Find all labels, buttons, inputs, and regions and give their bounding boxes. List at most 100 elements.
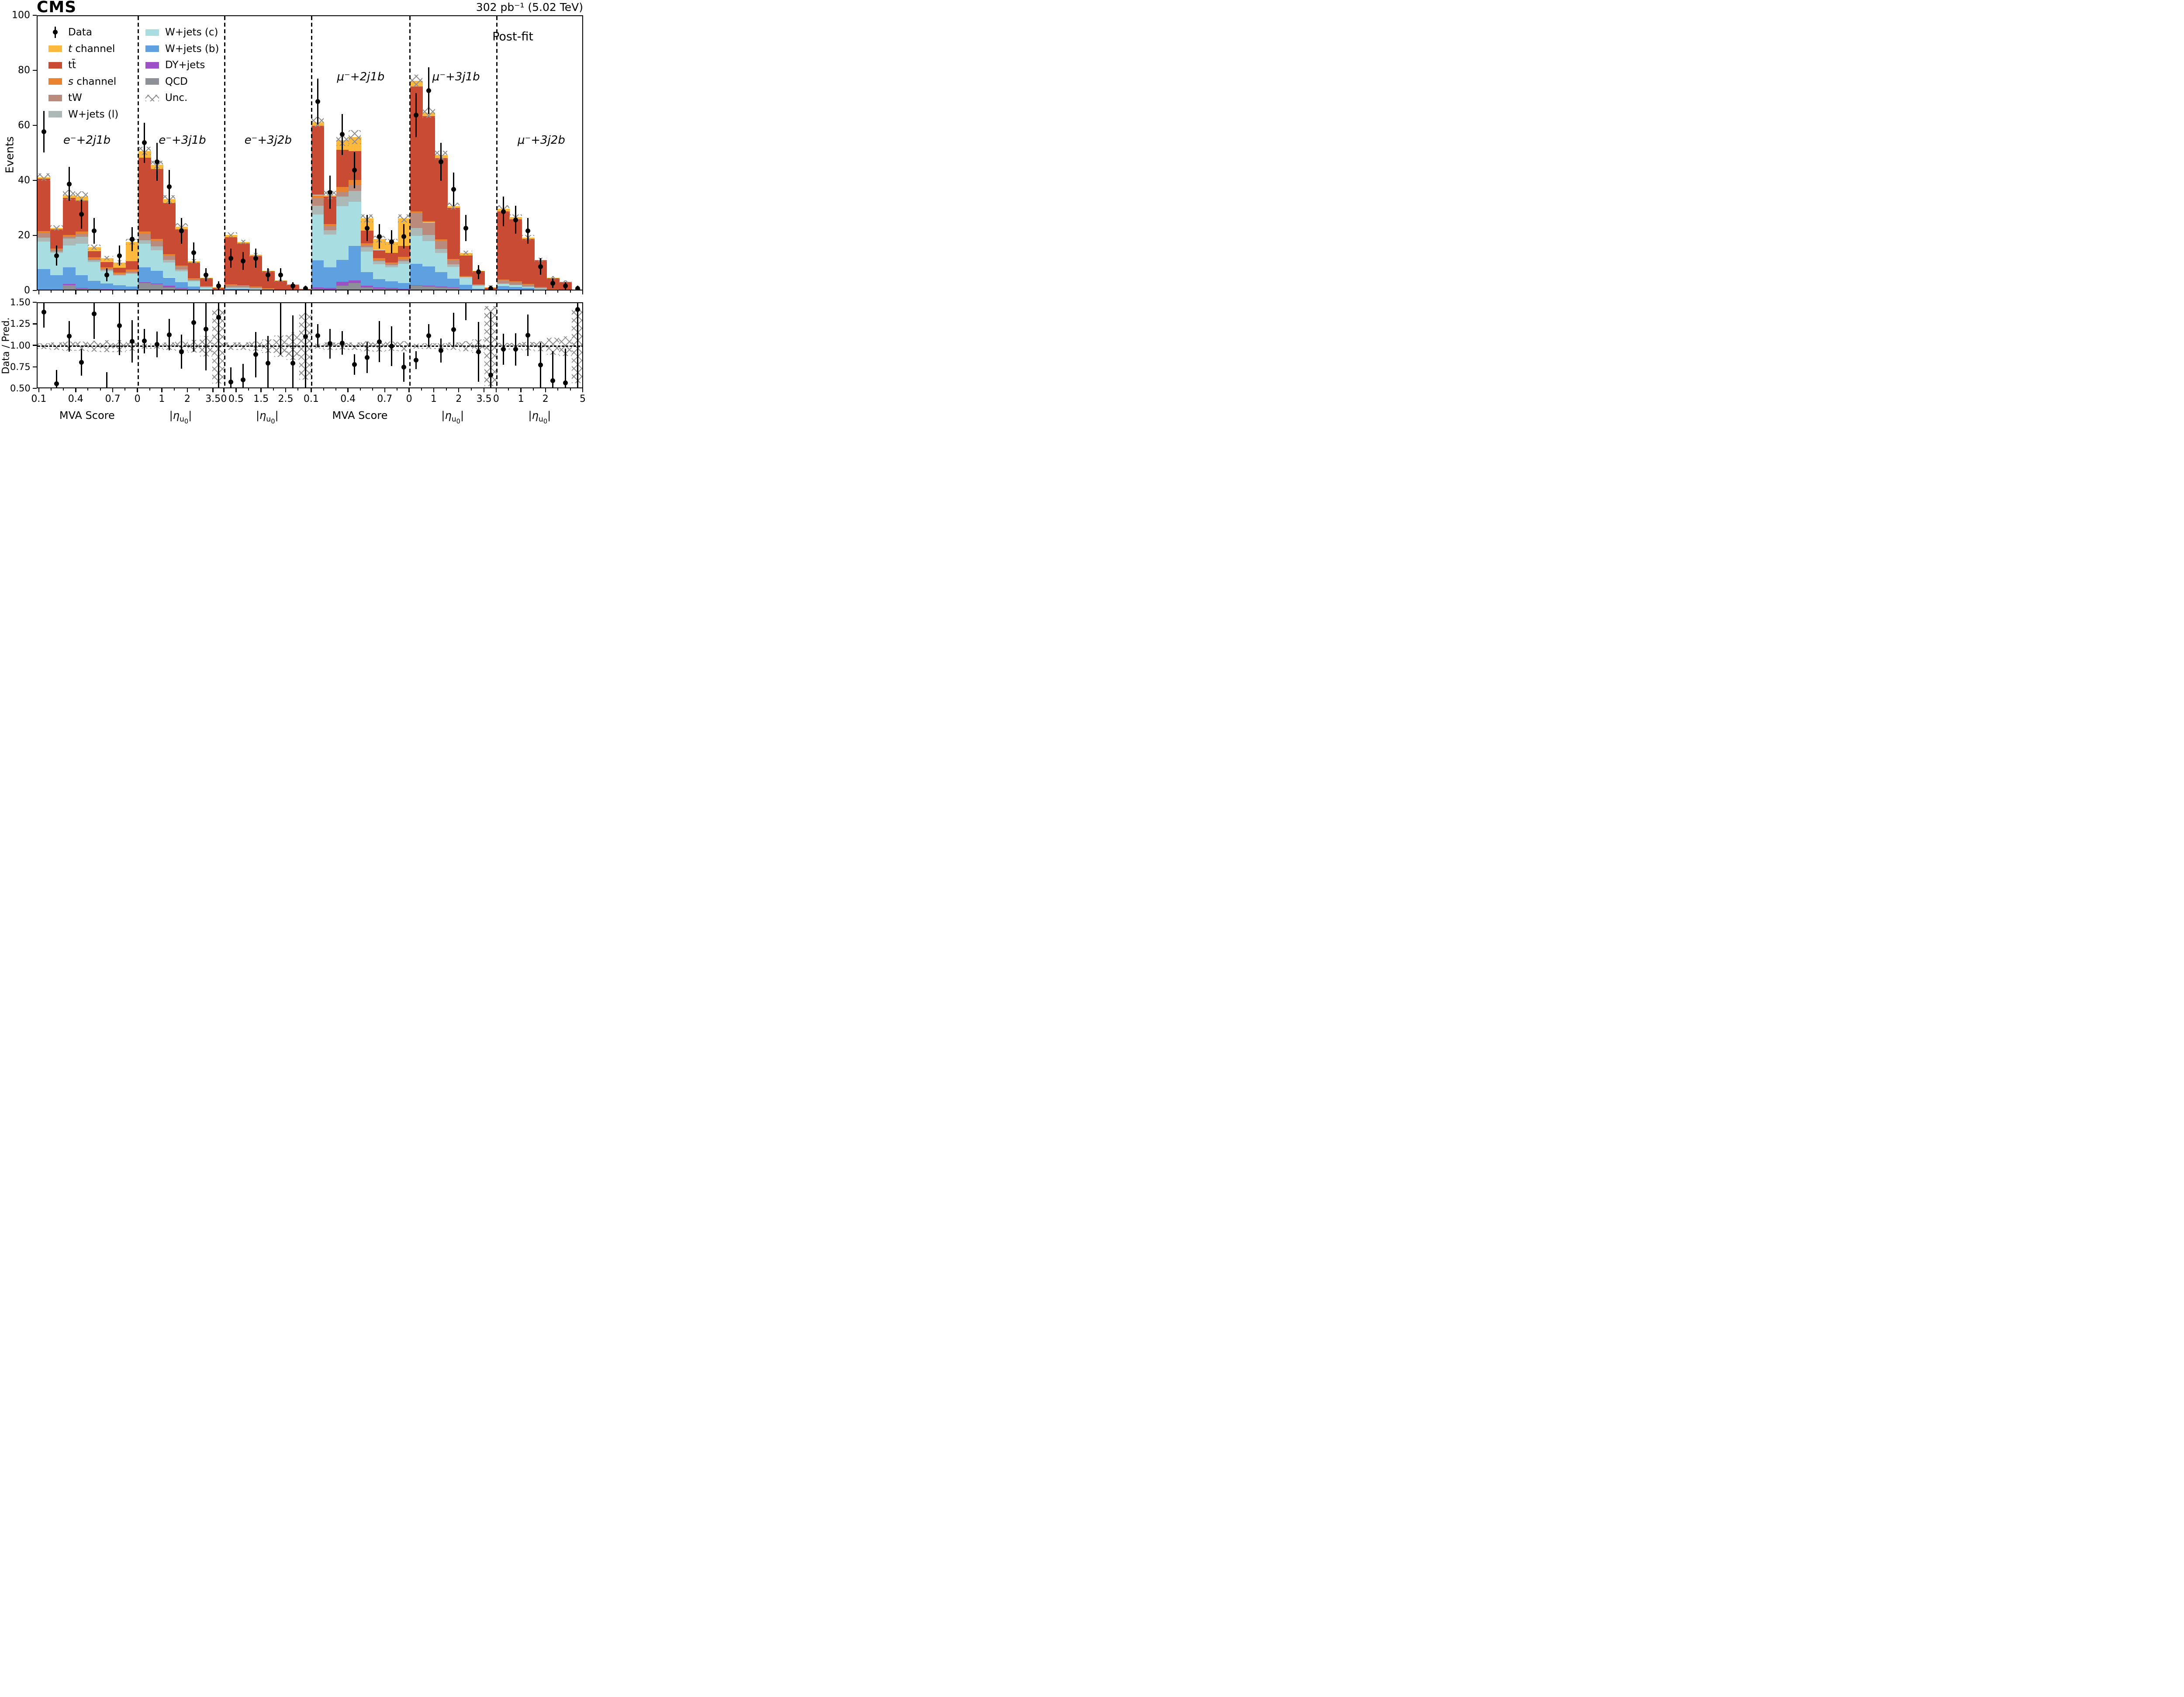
x-tick-label: 1 (159, 394, 165, 404)
panel-label: e⁻+2j1b (63, 133, 111, 147)
stack-segment-W+jets (b) (422, 266, 435, 286)
data-point (92, 228, 97, 233)
main-plot-area: Data t channel tt̄ s channel tW W+jets (l) W+j… (37, 15, 583, 290)
stack-segment-DY+jets (163, 286, 176, 287)
ratio-point (204, 326, 209, 332)
legend-item: tW (48, 91, 82, 104)
stack-segment-W+jets (c) (435, 253, 448, 273)
legend-item: W+jets (l) (48, 108, 118, 121)
stack-segment-W+jets (c) (62, 245, 76, 268)
stack-segment-QCD (360, 287, 373, 290)
stack-segment-tt̄ (422, 116, 435, 221)
data-point (303, 286, 308, 290)
ratio-point (426, 333, 431, 338)
x-major-tick (433, 388, 435, 392)
x-major-tick (408, 290, 410, 294)
data-point (513, 217, 518, 222)
x-major-tick (384, 388, 386, 392)
x-tick-label: 5 (580, 394, 585, 404)
stack-segment-tt̄ (311, 125, 325, 195)
ratio-tick-label: 0.75 (10, 361, 31, 372)
stack-segment-W+jets (b) (360, 272, 373, 286)
stack-segment-W+jets (b) (187, 287, 200, 290)
stack-segment-W+jets (b) (163, 277, 176, 286)
x-major-tick (137, 388, 138, 392)
ratio-tick-label: 1.25 (10, 318, 31, 329)
stack-segment-DY+jets (410, 285, 423, 286)
x-tick-label: 0.5 (228, 394, 244, 404)
ratio-point (328, 341, 333, 346)
unc-band (38, 173, 50, 181)
stack-segment-tW (397, 259, 411, 261)
x-tick-label: 0 (221, 394, 227, 404)
x-tick-label: 3.5 (476, 394, 492, 404)
stack-segment-tW (360, 245, 373, 248)
stack-segment-QCD (175, 288, 188, 290)
stack-segment-W+jets (l) (472, 285, 485, 286)
ratio-point (476, 349, 481, 355)
legend-swatch (48, 45, 62, 52)
x-major-tick (520, 290, 522, 294)
stack-segment-W+jets (b) (497, 286, 510, 290)
data-point (451, 187, 456, 192)
ratio-point (241, 377, 246, 382)
ratio-point (401, 365, 407, 370)
x-major-tick (495, 388, 497, 392)
x-minor-tick (323, 290, 324, 293)
legend-item: W+jets (b) (145, 42, 219, 55)
data-point (179, 228, 184, 233)
stack-segment-W+jets (b) (138, 267, 151, 283)
x-major-tick (347, 388, 349, 392)
ratio-point (575, 307, 581, 312)
stack-segment-QCD (75, 288, 88, 290)
stack-segment-W+jets (l) (125, 273, 139, 274)
legend-swatch (48, 78, 62, 85)
panel-label: e⁻+3j2b (244, 133, 292, 147)
x-minor-tick (557, 290, 559, 293)
stack-segment-tW (534, 287, 547, 289)
x-major-tick (112, 290, 114, 294)
data-point (389, 239, 394, 245)
stack-segment-QCD (410, 286, 423, 290)
stack-segment-s channel (187, 278, 200, 279)
stack-segment-W+jets (c) (200, 287, 213, 290)
x-minor-tick (87, 290, 89, 293)
stack-segment-W+jets (b) (410, 264, 423, 285)
legend-swatch (145, 62, 159, 69)
panel-separator (311, 303, 312, 387)
data-point (66, 181, 72, 187)
stack-segment-tW (113, 273, 126, 275)
stack-segment-s channel (509, 281, 522, 282)
ratio-tick-label: 1.50 (10, 297, 31, 308)
x-tick-label: 1.5 (253, 394, 269, 404)
stack-segment-s channel (546, 289, 560, 290)
ratio-major-tick (33, 301, 37, 303)
stack-segment-W+jets (l) (373, 261, 386, 264)
data-point (41, 129, 46, 135)
x-minor-tick (557, 388, 559, 391)
data-point (328, 190, 333, 195)
ratio-point (377, 339, 382, 344)
x-axis-title: MVA Score (59, 409, 115, 422)
data-point (129, 236, 135, 242)
stack-segment-s channel (237, 285, 250, 286)
ratio-point (253, 352, 258, 357)
x-major-tick (137, 290, 138, 294)
stack-segment-DY+jets (397, 288, 411, 290)
legend-item: DY+jets (145, 59, 205, 72)
legend-label: s channel (68, 76, 117, 87)
data-point (204, 272, 209, 277)
ratio-point (488, 372, 494, 377)
cms-logo: CMS (37, 0, 77, 16)
stack-segment-W+jets (l) (447, 264, 460, 267)
x-axis-title: |ηu0| (169, 409, 192, 424)
stack-segment-tW (163, 256, 176, 260)
stack-segment-DY+jets (75, 287, 88, 289)
x-minor-tick (100, 388, 101, 391)
stack-segment-QCD (150, 284, 163, 290)
stack-segment-s channel (200, 286, 213, 287)
stack-segment-QCD (138, 283, 151, 290)
stack-segment-W+jets (c) (534, 289, 547, 290)
unc-band (546, 276, 560, 279)
ratio-point (364, 355, 370, 360)
